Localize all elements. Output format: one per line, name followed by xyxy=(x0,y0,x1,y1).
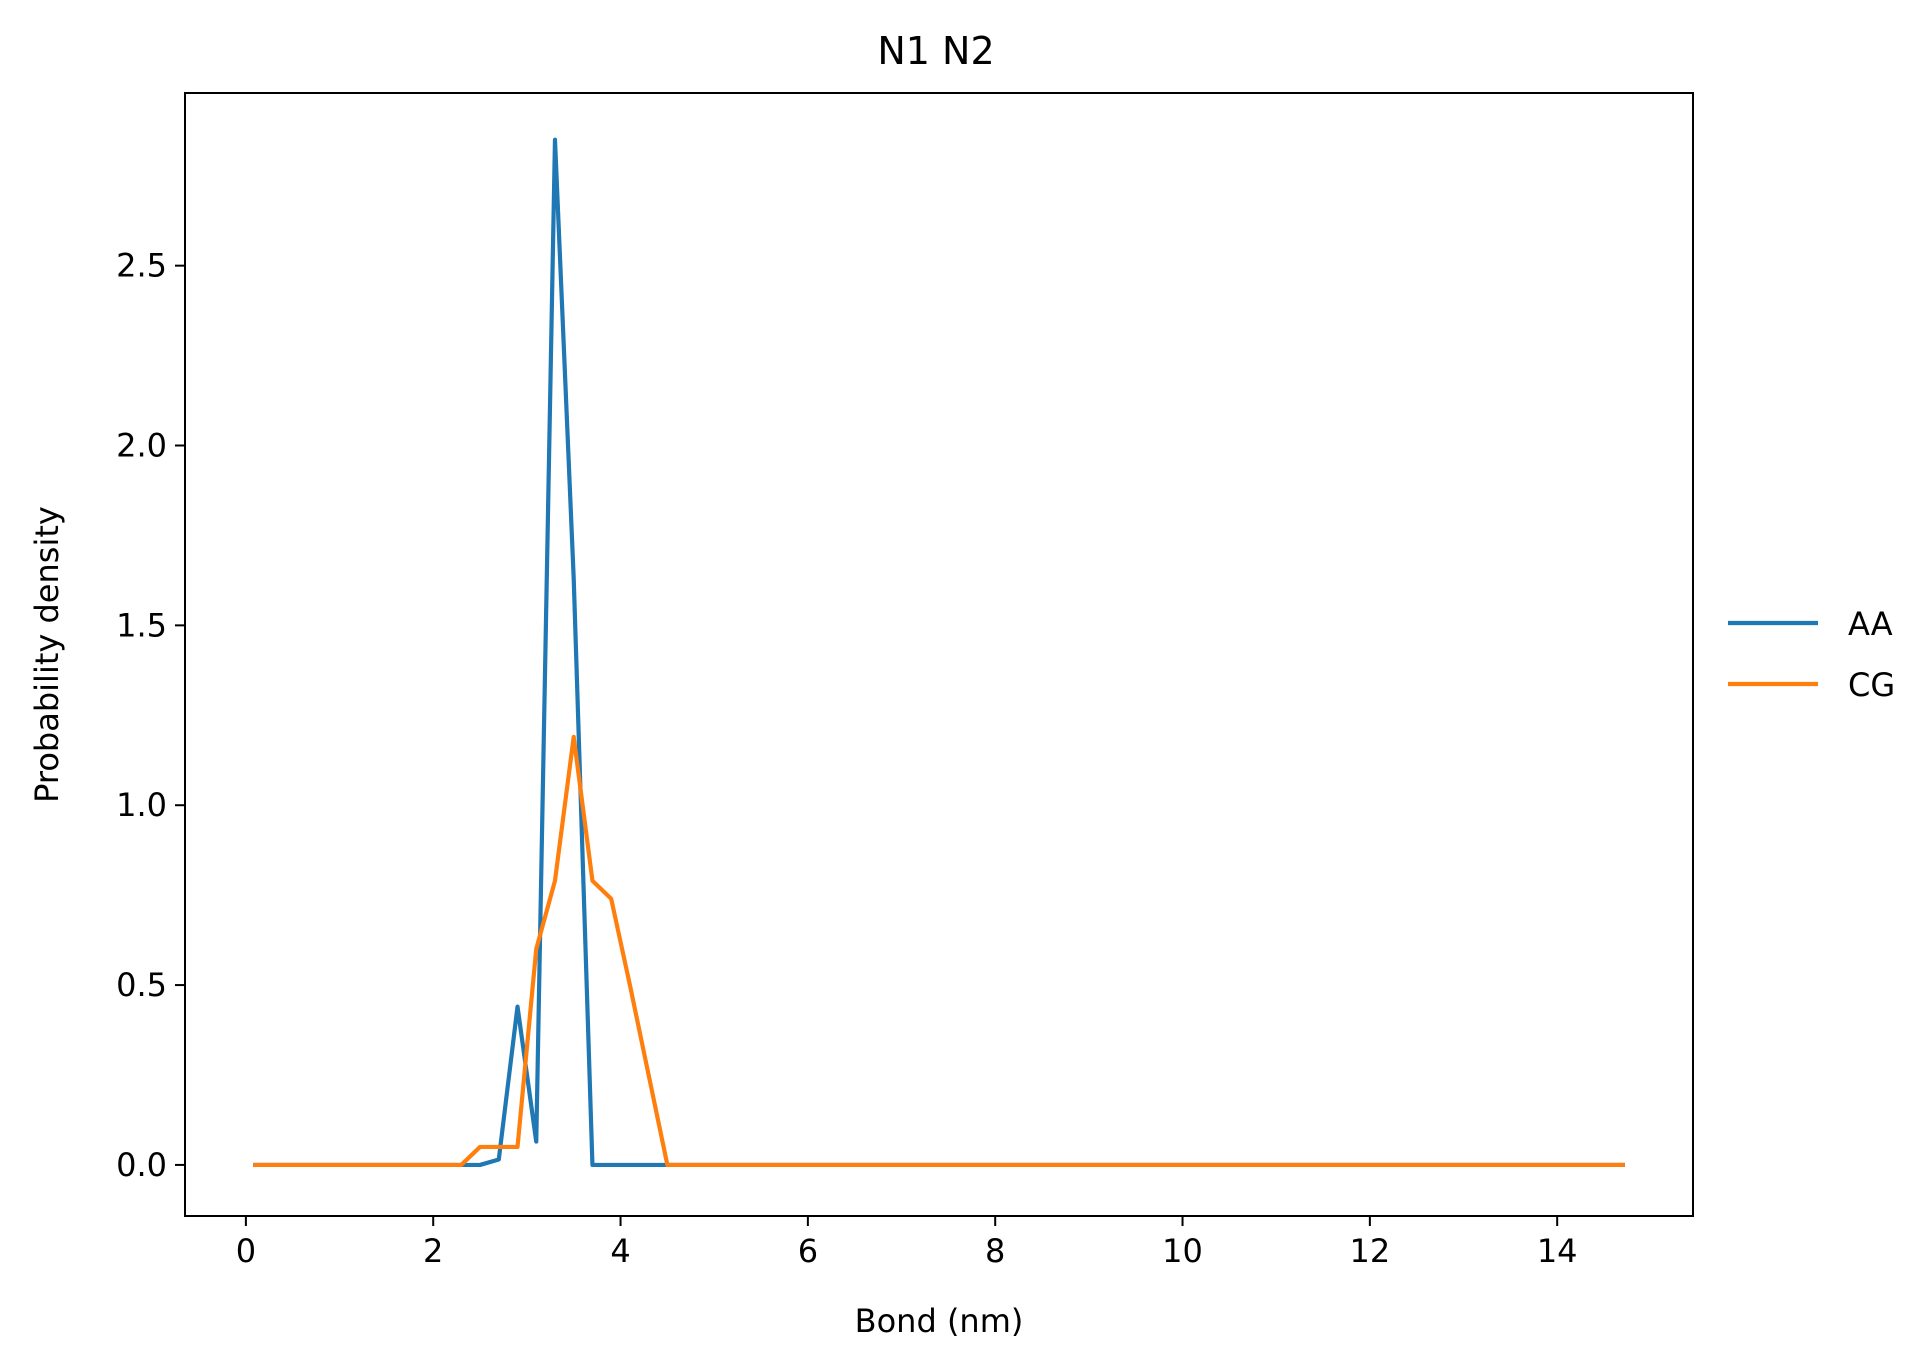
series-line-aa xyxy=(253,137,1625,1168)
x-tick-label: 10 xyxy=(1162,1232,1203,1270)
legend-label-aa: AA xyxy=(1848,605,1893,643)
x-tick-label: 14 xyxy=(1537,1232,1578,1270)
y-axis-label: Probability density xyxy=(28,506,66,803)
x-tick-label: 12 xyxy=(1349,1232,1390,1270)
y-tick-label: 1.0 xyxy=(116,786,167,824)
chart-title: N1 N2 xyxy=(877,29,994,73)
y-tick-label: 1.5 xyxy=(116,606,167,644)
x-tick-label: 0 xyxy=(236,1232,256,1270)
series-layer xyxy=(253,137,1625,1168)
x-axis: 0 2 4 6 8 10 12 14 xyxy=(236,1216,1578,1270)
series-line-cg xyxy=(253,734,1625,1168)
y-tick-label: 0.5 xyxy=(116,966,167,1004)
x-tick-label: 4 xyxy=(610,1232,630,1270)
y-tick-label: 2.0 xyxy=(116,427,167,465)
legend: AA CG xyxy=(1728,605,1895,704)
x-tick-label: 8 xyxy=(985,1232,1005,1270)
x-tick-label: 6 xyxy=(798,1232,818,1270)
y-tick-label: 2.5 xyxy=(116,247,167,285)
x-tick-label: 2 xyxy=(423,1232,443,1270)
y-axis: 0.0 0.5 1.0 1.5 2.0 2.5 xyxy=(116,247,185,1184)
plot-frame xyxy=(184,92,1694,1217)
y-tick-label: 0.0 xyxy=(116,1146,167,1184)
x-axis-label: Bond (nm) xyxy=(855,1302,1024,1340)
legend-label-cg: CG xyxy=(1848,666,1895,704)
